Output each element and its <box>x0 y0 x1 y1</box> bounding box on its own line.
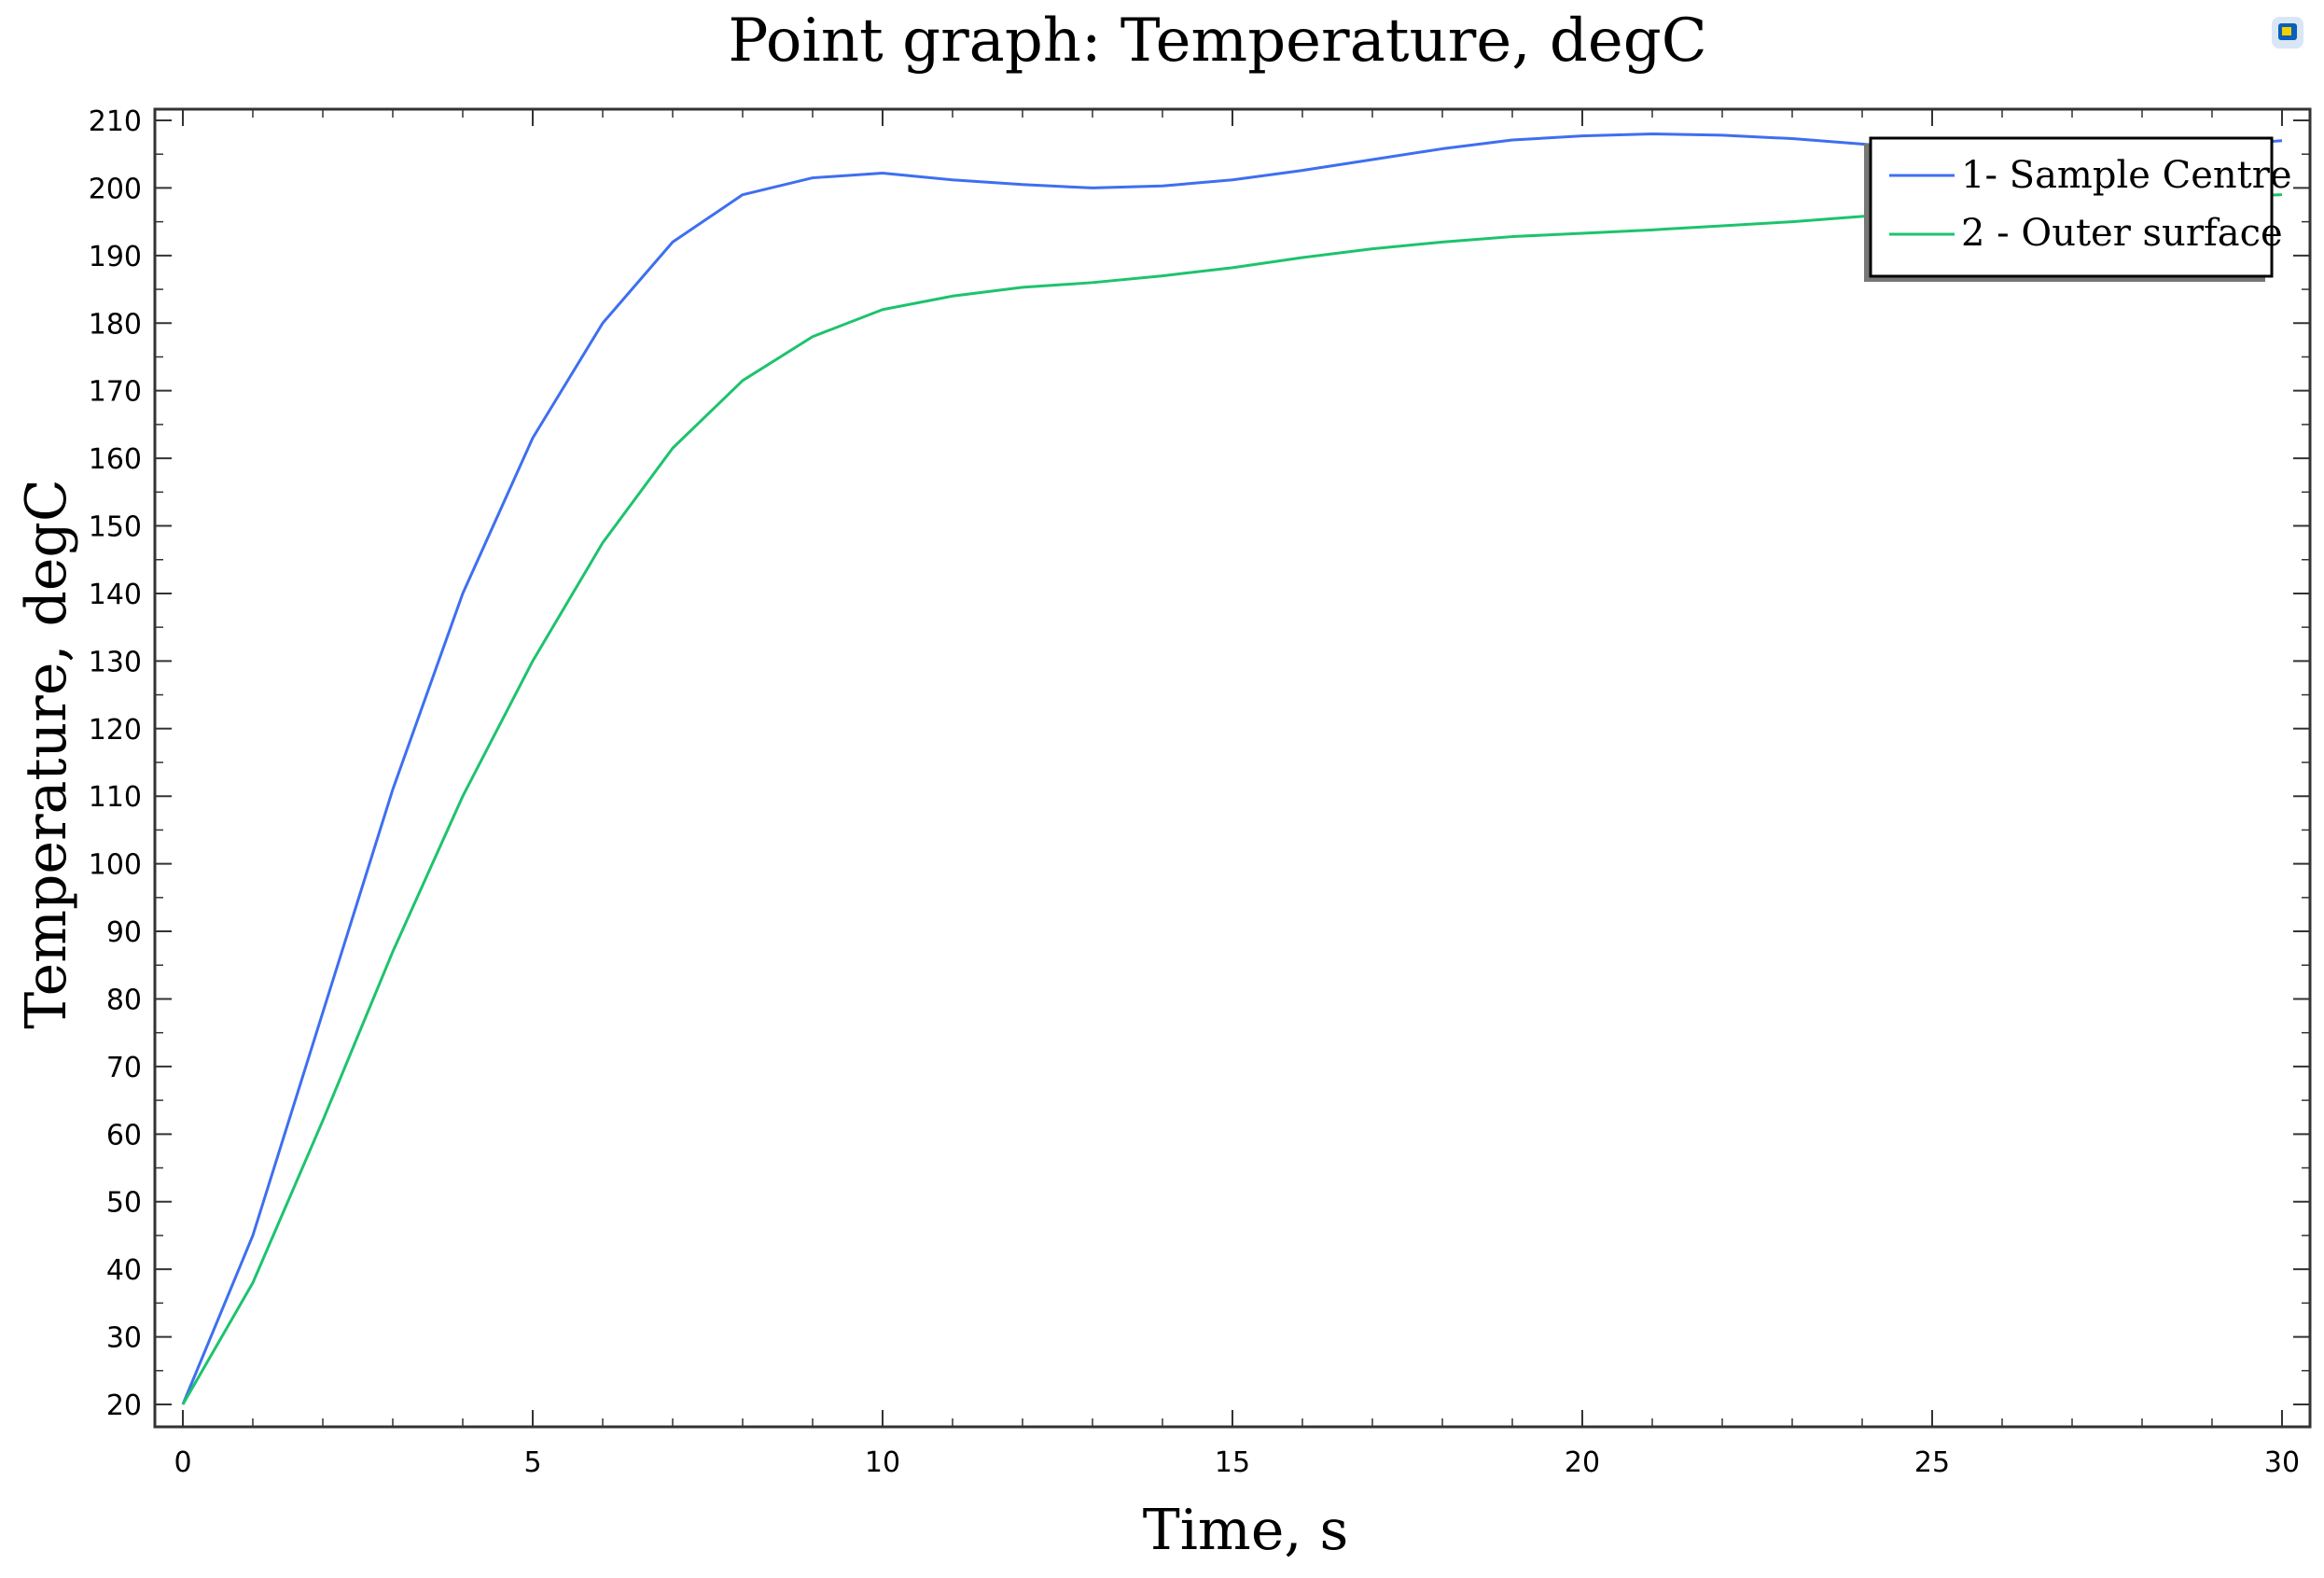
x-tick-label: 5 <box>523 1446 541 1479</box>
y-tick-label: 70 <box>106 1052 142 1084</box>
y-tick-label: 200 <box>89 173 142 205</box>
x-tick-label: 15 <box>1215 1446 1250 1479</box>
y-tick-label: 100 <box>89 849 142 882</box>
y-tick-label: 40 <box>106 1254 142 1287</box>
x-tick-label: 20 <box>1565 1446 1600 1479</box>
x-tick-label: 10 <box>865 1446 900 1479</box>
logo-icon <box>2272 17 2303 49</box>
x-axis-label: Time, s <box>1143 1498 1349 1563</box>
y-tick-label: 170 <box>89 376 142 409</box>
y-tick-label: 90 <box>106 916 142 949</box>
y-tick-label: 110 <box>89 781 142 814</box>
plot-frame <box>153 107 2312 1429</box>
plot-area <box>153 107 2312 1429</box>
y-tick-label: 20 <box>106 1389 142 1422</box>
y-tick-label: 50 <box>106 1187 142 1220</box>
y-tick-label: 140 <box>89 579 142 611</box>
y-tick-label: 60 <box>106 1119 142 1152</box>
y-tick-label: 180 <box>89 308 142 341</box>
y-tick-label: 150 <box>89 511 142 544</box>
y-tick-label: 190 <box>89 241 142 273</box>
y-tick-label: 80 <box>106 984 142 1016</box>
y-tick-label: 210 <box>89 105 142 138</box>
y-axis-label: Temperature, degC <box>14 479 79 1028</box>
legend: 1- Sample Centre 2 - Outer surface <box>1864 136 2292 282</box>
y-tick-label: 120 <box>89 714 142 747</box>
legend-label-outer-surface: 2 - Outer surface <box>1961 212 2283 255</box>
x-tick-label: 0 <box>174 1446 191 1479</box>
chart-title: Point graph: Temperature, degC <box>728 7 1706 76</box>
x-tick-label: 30 <box>2264 1446 2300 1479</box>
x-tick-label: 25 <box>1914 1446 1950 1479</box>
y-tick-label: 130 <box>89 646 142 678</box>
legend-label-sample-centre: 1- Sample Centre <box>1961 154 2292 197</box>
y-tick-label: 30 <box>106 1322 142 1355</box>
x-axis: 0 5 10 15 20 25 30 <box>174 109 2300 1479</box>
y-tick-label: 160 <box>89 443 142 476</box>
y-axis: 20 30 40 50 60 70 80 90 100 110 120 130 140 150 160 170… <box>89 105 2310 1422</box>
